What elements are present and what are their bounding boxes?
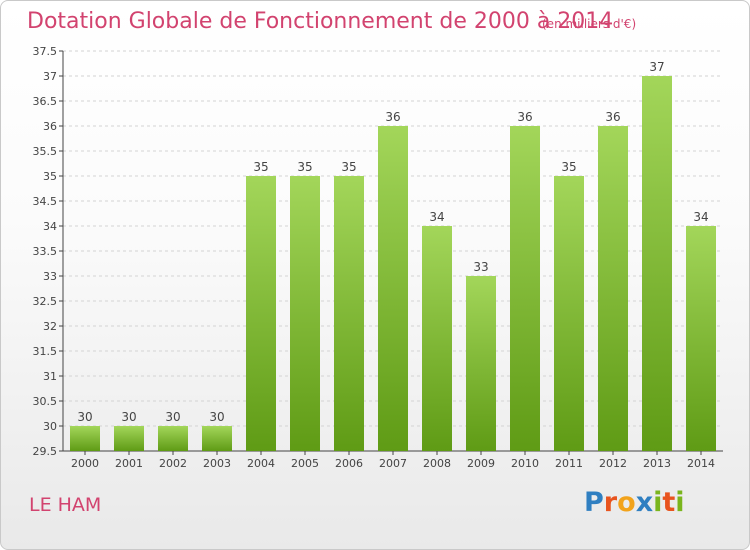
bar [158, 426, 188, 451]
bar-value-label: 34 [429, 210, 444, 224]
logo-letter: t [662, 487, 676, 518]
bar-value-label: 35 [253, 160, 268, 174]
bar [642, 76, 672, 451]
x-tick-label: 2003 [203, 457, 231, 470]
location-name: LE HAM [29, 494, 102, 516]
y-tick-label: 35.5 [33, 145, 58, 158]
logo-letter: i [653, 487, 663, 518]
bar-value-label: 36 [605, 110, 620, 124]
bar-value-label: 30 [121, 410, 136, 424]
y-tick-label: 34.5 [33, 195, 58, 208]
x-tick-label: 2009 [467, 457, 495, 470]
bar [290, 176, 320, 451]
bar-value-label: 36 [385, 110, 400, 124]
bar [422, 226, 452, 451]
y-tick-label: 36 [43, 120, 57, 133]
bar-value-label: 35 [341, 160, 356, 174]
logo-letter: P [584, 487, 604, 518]
x-tick-label: 2005 [291, 457, 319, 470]
y-tick-label: 32 [43, 320, 57, 333]
y-tick-label: 31 [43, 370, 57, 383]
x-tick-label: 2011 [555, 457, 583, 470]
bar [686, 226, 716, 451]
bar-value-label: 33 [473, 260, 488, 274]
bar-value-label: 34 [693, 210, 708, 224]
x-tick-label: 2007 [379, 457, 407, 470]
y-tick-label: 35 [43, 170, 57, 183]
bar [114, 426, 144, 451]
x-tick-label: 2006 [335, 457, 363, 470]
x-tick-label: 2012 [599, 457, 627, 470]
logo-letter: x [635, 487, 654, 518]
bar-value-label: 37 [649, 60, 664, 74]
bar-value-label: 35 [561, 160, 576, 174]
bar [70, 426, 100, 451]
y-tick-label: 33.5 [33, 245, 58, 258]
bar [466, 276, 496, 451]
bar [598, 126, 628, 451]
bar-value-label: 30 [165, 410, 180, 424]
y-tick-label: 32.5 [33, 295, 58, 308]
bar-value-label: 36 [517, 110, 532, 124]
logo-letter: i [675, 487, 685, 518]
x-tick-label: 2000 [71, 457, 99, 470]
x-tick-label: 2013 [643, 457, 671, 470]
logo-letter: o [617, 487, 636, 518]
y-tick-label: 37 [43, 70, 57, 83]
logo-letter: r [603, 487, 618, 518]
x-tick-label: 2002 [159, 457, 187, 470]
x-tick-label: 2008 [423, 457, 451, 470]
y-tick-label: 36.5 [33, 95, 58, 108]
x-tick-label: 2010 [511, 457, 539, 470]
y-tick-label: 37.5 [33, 45, 58, 58]
bar-value-label: 35 [297, 160, 312, 174]
bar [202, 426, 232, 451]
y-tick-label: 31.5 [33, 345, 58, 358]
bar [378, 126, 408, 451]
y-tick-label: 30.5 [33, 395, 58, 408]
chart-title: Dotation Globale de Fonctionnement de 20… [27, 9, 614, 34]
y-tick-label: 30 [43, 420, 57, 433]
chart-unit-note: (en milliers d'€) [542, 17, 637, 31]
bar [510, 126, 540, 451]
bar-value-label: 30 [209, 410, 224, 424]
y-tick-label: 33 [43, 270, 57, 283]
proxiti-logo: Proxiti [584, 487, 685, 518]
y-tick-label: 29.5 [33, 445, 58, 458]
y-tick-label: 34 [43, 220, 57, 233]
x-tick-label: 2014 [687, 457, 715, 470]
x-tick-label: 2001 [115, 457, 143, 470]
bar [334, 176, 364, 451]
x-tick-label: 2004 [247, 457, 275, 470]
bar [554, 176, 584, 451]
bar-value-label: 30 [77, 410, 92, 424]
bar [246, 176, 276, 451]
